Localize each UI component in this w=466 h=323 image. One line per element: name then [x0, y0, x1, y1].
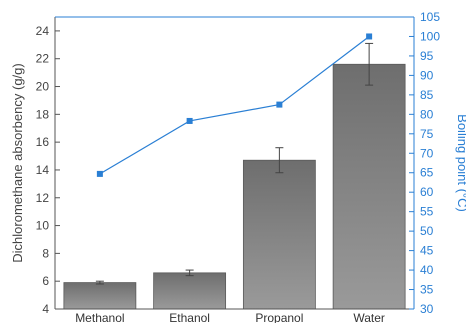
left-tick-label: 20: [36, 80, 50, 94]
right-tick-label: 75: [420, 127, 434, 141]
right-axis-ticks: 30 35 40 45 50 55 60 65 70 75 80 85 90 95 100 105: [409, 10, 440, 316]
bar-ethanol: [153, 272, 227, 310]
boiling-point-marker-propanol: [276, 101, 283, 108]
left-tick-label: 16: [36, 135, 50, 149]
boiling-point-marker-methanol: [96, 170, 103, 177]
right-tick-label: 105: [420, 10, 440, 24]
right-tick-label: 55: [420, 205, 434, 219]
error-bar-propanol: [275, 147, 284, 174]
right-tick-label: 60: [420, 185, 434, 199]
left-tick-label: 22: [36, 52, 50, 66]
right-tick-label: 70: [420, 146, 434, 160]
x-tick-label-water: Water: [353, 311, 385, 323]
bar-propanol: [242, 159, 316, 310]
right-tick-label: 35: [420, 283, 434, 297]
y-axis-label-left: Dichloromethane absorbency (g/g): [10, 63, 25, 262]
x-axis-tick-labels: Methanol Ethanol Propanol Water: [75, 311, 385, 323]
error-bar-water: [365, 42, 374, 86]
bar-methanol: [63, 282, 137, 310]
right-tick-label: 40: [420, 263, 434, 277]
left-tick-label: 10: [36, 219, 50, 233]
boiling-point-line: [99, 35, 370, 175]
right-tick-label: 100: [420, 29, 440, 43]
error-bar-ethanol: [185, 269, 194, 277]
right-tick-label: 50: [420, 224, 434, 238]
right-tick-label: 95: [420, 49, 434, 63]
x-tick-label-ethanol: Ethanol: [169, 311, 210, 323]
error-bars: [95, 42, 374, 285]
left-tick-label: 8: [42, 246, 49, 260]
bar-series: [63, 63, 406, 310]
left-tick-label: 4: [42, 302, 49, 316]
right-tick-label: 85: [420, 88, 434, 102]
right-tick-label: 30: [420, 302, 434, 316]
x-tick-label-propanol: Propanol: [255, 311, 303, 323]
left-axis-ticks: 4 6 8 10 12 14 16 18 20 22 24: [36, 24, 60, 316]
error-bar-methanol: [95, 280, 104, 285]
boiling-point-marker-ethanol: [186, 117, 193, 124]
boiling-point-marker-water: [366, 33, 373, 40]
right-tick-label: 80: [420, 107, 434, 121]
left-tick-label: 24: [36, 24, 50, 38]
y-axis-label-right: Boiling point (°C): [455, 114, 466, 212]
x-tick-label-methanol: Methanol: [75, 311, 124, 323]
left-tick-label: 6: [42, 274, 49, 288]
right-tick-label: 65: [420, 166, 434, 180]
left-tick-label: 14: [36, 163, 50, 177]
left-tick-label: 18: [36, 107, 50, 121]
left-tick-label: 12: [36, 191, 50, 205]
right-tick-label: 45: [420, 244, 434, 258]
boiling-point-series: [96, 33, 373, 177]
right-tick-label: 90: [420, 68, 434, 82]
bar-water: [332, 63, 406, 310]
